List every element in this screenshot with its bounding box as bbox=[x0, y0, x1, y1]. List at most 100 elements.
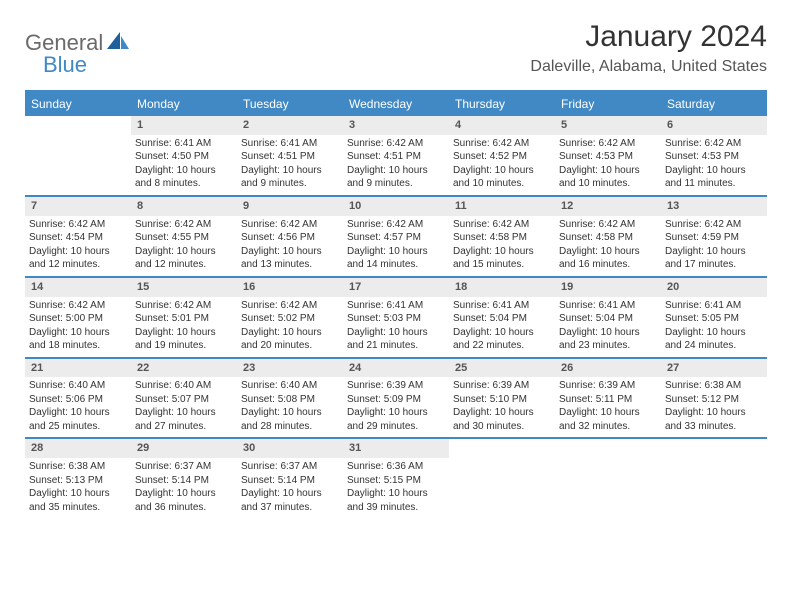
sunrise-text: Sunrise: 6:39 AM bbox=[559, 379, 657, 393]
day-body: Sunrise: 6:42 AMSunset: 4:53 PMDaylight:… bbox=[555, 137, 661, 191]
sunrise-text: Sunrise: 6:42 AM bbox=[665, 218, 763, 232]
day-number: 4 bbox=[449, 116, 555, 135]
day-body: Sunrise: 6:42 AMSunset: 4:51 PMDaylight:… bbox=[343, 137, 449, 191]
day-number: 28 bbox=[25, 439, 131, 458]
daylight-text: Daylight: 10 hours and 8 minutes. bbox=[135, 164, 233, 191]
daylight-text: Daylight: 10 hours and 30 minutes. bbox=[453, 406, 551, 433]
week-row: 21Sunrise: 6:40 AMSunset: 5:06 PMDayligh… bbox=[25, 357, 767, 438]
daylight-text: Daylight: 10 hours and 35 minutes. bbox=[29, 487, 127, 514]
day-cell: 8Sunrise: 6:42 AMSunset: 4:55 PMDaylight… bbox=[131, 197, 237, 276]
daylight-text: Daylight: 10 hours and 39 minutes. bbox=[347, 487, 445, 514]
day-cell: 9 Sunrise: 6:42 AMSunset: 4:56 PMDaylight… bbox=[237, 197, 343, 276]
day-body: Sunrise: 6:41 AMSunset: 5:03 PMDaylight:… bbox=[343, 299, 449, 353]
daylight-text: Daylight: 10 hours and 36 minutes. bbox=[135, 487, 233, 514]
sunrise-text: Sunrise: 6:41 AM bbox=[559, 299, 657, 313]
day-number: 7 bbox=[25, 197, 131, 216]
sunrise-text: Sunrise: 6:42 AM bbox=[29, 218, 127, 232]
logo-text-blue: Blue bbox=[43, 52, 129, 78]
sunset-text: Sunset: 5:14 PM bbox=[241, 474, 339, 488]
sunrise-text: Sunrise: 6:40 AM bbox=[135, 379, 233, 393]
day-cell: 19Sunrise: 6:41 AMSunset: 5:04 PMDayligh… bbox=[555, 278, 661, 357]
day-cell: 18Sunrise: 6:41 AMSunset: 5:04 PMDayligh… bbox=[449, 278, 555, 357]
day-body: Sunrise: 6:37 AMSunset: 5:14 PMDaylight:… bbox=[237, 460, 343, 514]
day-of-week-cell: Thursday bbox=[449, 92, 555, 116]
day-body: Sunrise: 6:42 AMSunset: 4:54 PMDaylight:… bbox=[25, 218, 131, 272]
day-body: Sunrise: 6:42 AMSunset: 4:52 PMDaylight:… bbox=[449, 137, 555, 191]
day-body: Sunrise: 6:40 AMSunset: 5:07 PMDaylight:… bbox=[131, 379, 237, 433]
sunset-text: Sunset: 4:54 PM bbox=[29, 231, 127, 245]
day-number: 14 bbox=[25, 278, 131, 297]
sunrise-text: Sunrise: 6:39 AM bbox=[347, 379, 445, 393]
sunset-text: Sunset: 4:58 PM bbox=[453, 231, 551, 245]
daylight-text: Daylight: 10 hours and 14 minutes. bbox=[347, 245, 445, 272]
sunset-text: Sunset: 5:07 PM bbox=[135, 393, 233, 407]
day-number: 12 bbox=[555, 197, 661, 216]
day-number: 17 bbox=[343, 278, 449, 297]
day-number: 2 bbox=[237, 116, 343, 135]
daylight-text: Daylight: 10 hours and 21 minutes. bbox=[347, 326, 445, 353]
day-cell: 20Sunrise: 6:41 AMSunset: 5:05 PMDayligh… bbox=[661, 278, 767, 357]
day-cell: 4 Sunrise: 6:42 AMSunset: 4:52 PMDaylight… bbox=[449, 116, 555, 195]
daylight-text: Daylight: 10 hours and 23 minutes. bbox=[559, 326, 657, 353]
daylight-text: Daylight: 10 hours and 37 minutes. bbox=[241, 487, 339, 514]
sunrise-text: Sunrise: 6:40 AM bbox=[29, 379, 127, 393]
sunrise-text: Sunrise: 6:41 AM bbox=[135, 137, 233, 151]
day-body: Sunrise: 6:42 AMSunset: 4:56 PMDaylight:… bbox=[237, 218, 343, 272]
sunrise-text: Sunrise: 6:37 AM bbox=[135, 460, 233, 474]
week-row: 28Sunrise: 6:38 AMSunset: 5:13 PMDayligh… bbox=[25, 437, 767, 518]
day-cell: 15Sunrise: 6:42 AMSunset: 5:01 PMDayligh… bbox=[131, 278, 237, 357]
sunrise-text: Sunrise: 6:42 AM bbox=[347, 218, 445, 232]
sunrise-text: Sunrise: 6:42 AM bbox=[453, 137, 551, 151]
sunset-text: Sunset: 5:01 PM bbox=[135, 312, 233, 326]
daylight-text: Daylight: 10 hours and 20 minutes. bbox=[241, 326, 339, 353]
day-of-week-cell: Monday bbox=[131, 92, 237, 116]
day-number: 16 bbox=[237, 278, 343, 297]
day-body: Sunrise: 6:42 AMSunset: 5:02 PMDaylight:… bbox=[237, 299, 343, 353]
day-body: Sunrise: 6:42 AMSunset: 4:58 PMDaylight:… bbox=[449, 218, 555, 272]
day-body: Sunrise: 6:42 AMSunset: 4:59 PMDaylight:… bbox=[661, 218, 767, 272]
daylight-text: Daylight: 10 hours and 18 minutes. bbox=[29, 326, 127, 353]
day-body: Sunrise: 6:37 AMSunset: 5:14 PMDaylight:… bbox=[131, 460, 237, 514]
day-body: Sunrise: 6:42 AMSunset: 4:58 PMDaylight:… bbox=[555, 218, 661, 272]
sunrise-text: Sunrise: 6:37 AM bbox=[241, 460, 339, 474]
sunrise-text: Sunrise: 6:41 AM bbox=[241, 137, 339, 151]
day-cell: 3 Sunrise: 6:42 AMSunset: 4:51 PMDaylight… bbox=[343, 116, 449, 195]
day-number: 5 bbox=[555, 116, 661, 135]
day-cell: 6Sunrise: 6:42 AMSunset: 4:53 PMDaylight… bbox=[661, 116, 767, 195]
day-body: Sunrise: 6:39 AMSunset: 5:10 PMDaylight:… bbox=[449, 379, 555, 433]
calendar: SundayMondayTuesdayWednesdayThursdayFrid… bbox=[25, 90, 767, 518]
day-number: 3 bbox=[343, 116, 449, 135]
sunset-text: Sunset: 5:14 PM bbox=[135, 474, 233, 488]
daylight-text: Daylight: 10 hours and 19 minutes. bbox=[135, 326, 233, 353]
day-body: Sunrise: 6:42 AMSunset: 5:00 PMDaylight:… bbox=[25, 299, 131, 353]
day-cell: 5 Sunrise: 6:42 AMSunset: 4:53 PMDaylight… bbox=[555, 116, 661, 195]
header: General Blue January 2024 Daleville, Ala… bbox=[25, 20, 767, 78]
daylight-text: Daylight: 10 hours and 16 minutes. bbox=[559, 245, 657, 272]
sunset-text: Sunset: 4:53 PM bbox=[559, 150, 657, 164]
sunset-text: Sunset: 5:08 PM bbox=[241, 393, 339, 407]
day-cell: 31Sunrise: 6:36 AMSunset: 5:15 PMDayligh… bbox=[343, 439, 449, 518]
day-of-week-row: SundayMondayTuesdayWednesdayThursdayFrid… bbox=[25, 92, 767, 116]
day-body: Sunrise: 6:41 AMSunset: 5:05 PMDaylight:… bbox=[661, 299, 767, 353]
daylight-text: Daylight: 10 hours and 29 minutes. bbox=[347, 406, 445, 433]
day-number: 25 bbox=[449, 359, 555, 378]
day-cell: 11Sunrise: 6:42 AMSunset: 4:58 PMDayligh… bbox=[449, 197, 555, 276]
day-cell: 10Sunrise: 6:42 AMSunset: 4:57 PMDayligh… bbox=[343, 197, 449, 276]
sunrise-text: Sunrise: 6:42 AM bbox=[135, 218, 233, 232]
day-number: 27 bbox=[661, 359, 767, 378]
day-number: 9 bbox=[237, 197, 343, 216]
daylight-text: Daylight: 10 hours and 25 minutes. bbox=[29, 406, 127, 433]
daylight-text: Daylight: 10 hours and 12 minutes. bbox=[29, 245, 127, 272]
sunrise-text: Sunrise: 6:42 AM bbox=[241, 299, 339, 313]
location: Daleville, Alabama, United States bbox=[530, 58, 767, 76]
day-cell: 13Sunrise: 6:42 AMSunset: 4:59 PMDayligh… bbox=[661, 197, 767, 276]
sunrise-text: Sunrise: 6:38 AM bbox=[29, 460, 127, 474]
sunrise-text: Sunrise: 6:36 AM bbox=[347, 460, 445, 474]
sunset-text: Sunset: 4:55 PM bbox=[135, 231, 233, 245]
day-cell: 27Sunrise: 6:38 AMSunset: 5:12 PMDayligh… bbox=[661, 359, 767, 438]
sunrise-text: Sunrise: 6:41 AM bbox=[347, 299, 445, 313]
daylight-text: Daylight: 10 hours and 27 minutes. bbox=[135, 406, 233, 433]
daylight-text: Daylight: 10 hours and 9 minutes. bbox=[347, 164, 445, 191]
day-cell: 26Sunrise: 6:39 AMSunset: 5:11 PMDayligh… bbox=[555, 359, 661, 438]
day-number: 21 bbox=[25, 359, 131, 378]
